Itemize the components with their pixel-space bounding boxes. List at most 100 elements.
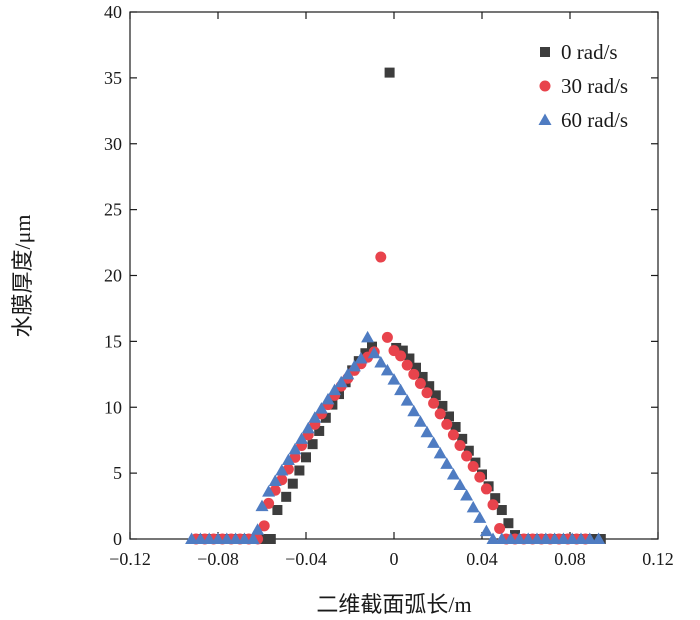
x-tick-label: −0.08 [197,549,239,569]
x-tick-label: 0.12 [642,549,674,569]
data-point-triangle [453,478,467,490]
data-point-triangle [367,346,381,359]
x-axis-label: 二维截面弧长/m [316,592,471,617]
data-point-triangle [347,359,361,372]
data-point-triangle [466,500,480,513]
data-point-square [496,505,507,516]
x-tick-label: 0.04 [466,549,498,569]
y-tick-label: 20 [104,266,122,286]
data-point-triangle [479,524,493,537]
data-point-square [503,518,514,529]
y-tick-label: 30 [104,134,122,154]
axes-group: −0.12 −0.08 −0.04 0 0.04 0.08 0.12 0 5 10 15 20 25 30… [104,2,674,569]
data-point-triangle [504,532,518,544]
data-point-triangle [334,375,348,388]
data-point-circle [421,387,433,399]
data-point-triangle [556,532,570,544]
y-tick-label: 40 [104,2,122,22]
data-point-circle [494,522,506,534]
y-tick-label: 25 [104,200,122,220]
data-point-triangle [394,383,408,396]
data-point-square [404,353,415,364]
data-point-triangle [321,392,335,405]
series-layer [185,67,606,545]
data-point-circle [414,378,426,390]
data-point-triangle [420,425,434,438]
data-point-circle [480,483,492,495]
data-point-triangle [275,463,289,476]
data-point-triangle [427,436,441,448]
data-point-circle [375,251,387,263]
data-point-triangle [592,532,606,544]
data-point-triangle [193,532,207,544]
data-point-triangle [185,532,199,544]
data-point-triangle [202,532,216,544]
x-tick-label: 0 [390,549,399,569]
data-point-circle [447,429,459,441]
legend-entry: 60 rad/s [538,108,628,132]
data-point-circle [441,418,453,430]
data-point-triangle [530,532,544,544]
legend-label: 30 rad/s [561,74,628,98]
data-point-triangle [495,532,509,544]
data-point-circle [454,439,466,451]
legend-entry: 30 rad/s [539,74,628,98]
data-point-square [430,390,441,401]
data-point-circle [258,520,270,532]
data-point-triangle [473,511,487,523]
data-point-triangle [268,474,282,487]
data-point-triangle [548,532,562,544]
data-point-triangle [521,532,535,544]
data-point-triangle [565,532,579,544]
y-tick-label: 15 [104,331,122,351]
data-point-triangle [237,532,251,544]
data-point-triangle [308,411,322,423]
data-point-square [320,412,331,423]
legend-marker-circle [539,80,551,92]
data-point-square [314,425,325,436]
y-tick-label: 10 [104,397,122,417]
data-point-triangle [220,532,234,544]
data-point-square [450,422,461,433]
data-point-triangle [341,367,355,380]
data-point-square [463,445,474,456]
data-point-circle [395,350,407,362]
data-point-circle [474,471,486,483]
data-point-triangle [380,363,394,376]
legend-marker-triangle [538,113,552,125]
data-point-triangle [574,532,588,544]
data-point-square [281,491,292,502]
y-tick-label: 5 [113,463,122,483]
data-point-square [457,433,468,444]
data-point-triangle [387,373,401,385]
data-point-square [294,465,305,476]
data-point-triangle [328,383,342,396]
series-circle [190,251,591,545]
data-point-square [417,371,428,382]
data-point-circle [428,397,440,409]
data-point-triangle [301,421,315,434]
data-point-circle [289,451,301,463]
data-point-square [444,411,454,422]
data-point-square [265,534,276,544]
y-axis-label: 水膜厚度/μm [10,214,35,337]
legend-label: 0 rad/s [561,40,618,64]
data-point-circle [467,461,479,473]
data-point-triangle [255,499,269,512]
data-point-triangle [361,330,375,343]
data-point-circle [401,359,413,371]
data-point-triangle [433,446,447,459]
x-tick-label: 0.08 [554,549,586,569]
data-point-triangle [413,415,427,427]
data-point-square [272,505,283,516]
data-point-triangle [246,532,260,544]
legend-marker-square [540,47,550,57]
data-point-circle [381,331,393,343]
data-point-triangle [281,453,295,465]
data-point-triangle [400,394,414,406]
data-point-square [301,452,311,463]
data-point-triangle [262,485,276,497]
data-point-square [424,381,435,392]
data-point-triangle [211,532,225,544]
